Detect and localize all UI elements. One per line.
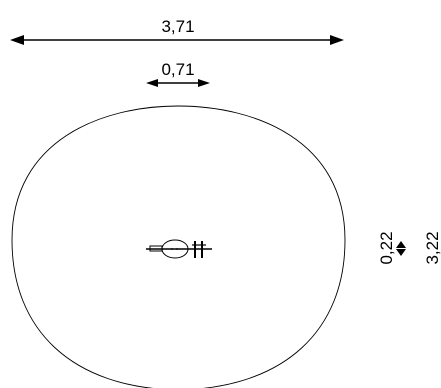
overall-width-dimension: 3,71 <box>10 17 344 45</box>
spring-rider-symbol <box>146 239 212 259</box>
overall-depth-label: 3,22 <box>423 231 441 264</box>
item-width-arrow-right <box>198 79 210 87</box>
rider-seat-dot-1 <box>171 248 173 250</box>
rider-body <box>161 239 189 259</box>
item-depth-dimension: 0,22 <box>377 231 406 265</box>
overall-width-label: 3,71 <box>161 17 194 36</box>
item-depth-label: 0,22 <box>377 231 396 264</box>
item-depth-arrow-up <box>396 241 406 248</box>
item-width-arrow-left <box>146 79 158 87</box>
overall-depth-dimension: 3,22 <box>423 231 441 264</box>
rider-seat-dot-2 <box>176 248 178 250</box>
item-depth-arrow-down <box>396 249 406 256</box>
overall-width-arrow-left <box>10 35 24 45</box>
safety-zone-outline <box>11 105 346 388</box>
item-width-dimension: 0,71 <box>146 60 210 87</box>
item-width-label: 0,71 <box>161 60 194 79</box>
overall-width-arrow-right <box>330 35 344 45</box>
